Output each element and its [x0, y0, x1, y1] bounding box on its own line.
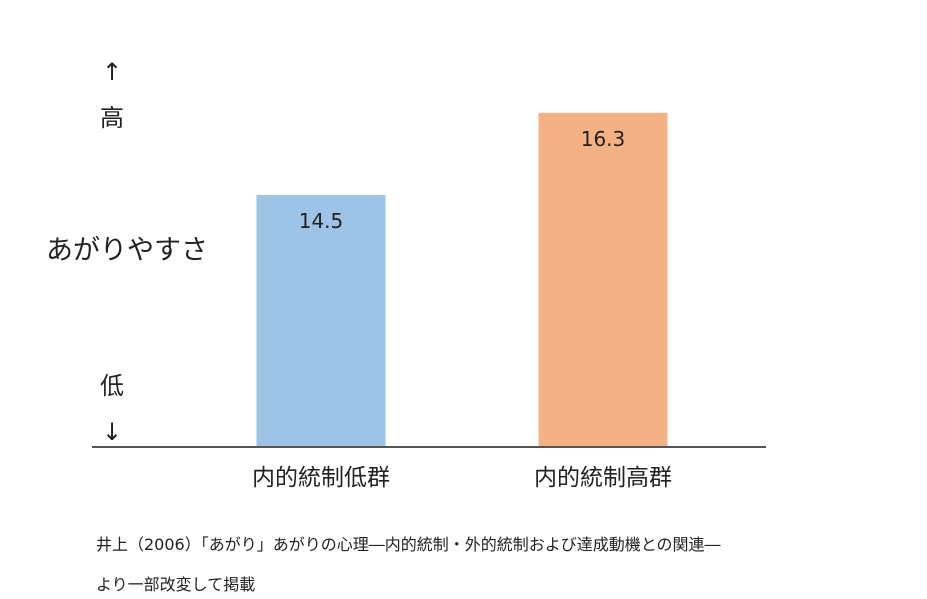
y-low-label: 低: [100, 372, 124, 400]
bars-group: 14.5 内的統制低群 16.3 内的統制高群: [252, 112, 672, 491]
data-label-2: 16.3: [581, 127, 626, 151]
y-high-label: 高: [100, 104, 124, 132]
source-citation-line-1: 井上（2006）「あがり」あがりの心理―内的統制・外的統制および達成動機との関連…: [96, 535, 721, 554]
bar-1: [256, 194, 386, 446]
y-axis-label: あがりやすさ: [46, 235, 208, 266]
data-label-1: 14.5: [299, 209, 344, 233]
y-high-arrow: ↑: [102, 58, 122, 86]
y-low-arrow: ↓: [102, 418, 122, 446]
bar-2: [538, 112, 668, 447]
category-label-1: 内的統制低群: [252, 465, 390, 491]
source-citation-line-2: より一部改変して掲載: [96, 575, 256, 594]
category-label-2: 内的統制高群: [534, 465, 672, 491]
